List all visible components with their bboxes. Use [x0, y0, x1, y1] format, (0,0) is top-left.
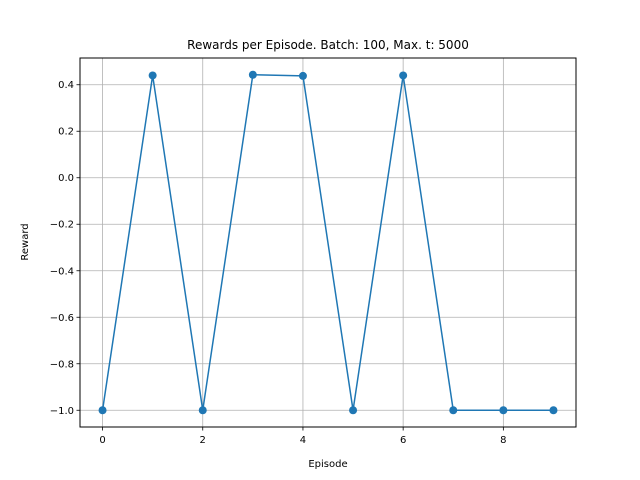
- chart-title: Rewards per Episode. Batch: 100, Max. t:…: [187, 38, 469, 52]
- data-point-marker: [499, 406, 508, 415]
- data-point-marker: [399, 71, 408, 80]
- x-tick-label: 4: [300, 435, 306, 446]
- data-point-marker: [549, 406, 558, 415]
- x-axis-title: Episode: [308, 459, 347, 470]
- x-tick-label: 6: [400, 435, 406, 446]
- y-tick-label: 0.2: [58, 127, 74, 138]
- y-tick-label: 0.4: [58, 80, 74, 91]
- y-tick-label: −0.2: [50, 220, 74, 231]
- y-tick-label: −0.8: [50, 359, 74, 370]
- y-tick-label: −0.4: [50, 266, 74, 277]
- data-point-marker: [298, 71, 307, 80]
- y-tick-label: −0.6: [50, 313, 74, 324]
- y-axis-title: Reward: [20, 223, 31, 260]
- series-line: [101, 73, 554, 412]
- series-layer: [98, 70, 558, 415]
- y-tick-label: 0.0: [58, 173, 74, 184]
- data-point-marker: [198, 406, 207, 415]
- grid-lines: [80, 58, 576, 427]
- data-point-marker: [449, 406, 458, 415]
- data-point-marker: [248, 70, 257, 79]
- x-tick-label: 0: [99, 435, 105, 446]
- y-tick-label: −1.0: [50, 406, 74, 417]
- data-point-marker: [98, 406, 107, 415]
- data-point-marker: [148, 71, 157, 80]
- plot-frame: [79, 57, 577, 428]
- data-point-marker: [349, 406, 358, 415]
- x-tick-label: 2: [200, 435, 206, 446]
- axis-ticks: 0 2 4 6 8 −1.0 −0.8 −0.6 −0.4 −0.2 0.0 0.2 0.4: [50, 80, 507, 446]
- x-tick-label: 8: [500, 435, 506, 446]
